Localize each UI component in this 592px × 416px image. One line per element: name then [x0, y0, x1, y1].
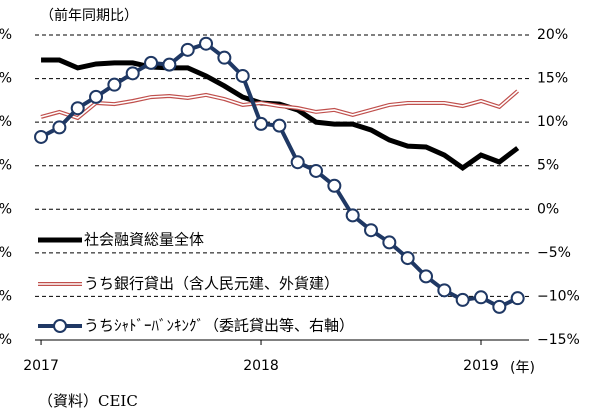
marker	[382, 235, 397, 250]
marker	[199, 36, 214, 51]
legend-label: 社会融資総量全体	[84, 231, 204, 249]
marker	[52, 120, 67, 135]
marker	[364, 223, 379, 238]
y2-tick-label: −15%	[537, 332, 580, 348]
y-tick-label: 10%	[0, 158, 12, 174]
marker	[254, 116, 269, 131]
y-tick-label: 2%	[0, 332, 12, 348]
y-tick-label: 16%	[0, 27, 12, 43]
x-tick-label: 2017	[23, 358, 59, 374]
marker	[492, 299, 507, 314]
chart-title: （前年同期比）	[40, 7, 138, 24]
y2-tick-label: 0%	[537, 201, 559, 217]
marker	[345, 208, 360, 223]
y-tick-label: 4%	[0, 288, 12, 304]
marker	[125, 66, 140, 81]
marker	[217, 50, 232, 65]
y-tick-label: 8%	[0, 201, 12, 217]
y2-tick-label: −10%	[537, 288, 580, 304]
y-tick-label: 6%	[0, 245, 12, 261]
y2-tick-label: −5%	[537, 245, 571, 261]
legend-label: うちｼｬﾄﾞｰﾊﾞﾝｷﾝｸﾞ（委託貸出等、右軸）	[84, 317, 354, 335]
marker	[70, 101, 85, 116]
y-tick-label: 14%	[0, 71, 12, 87]
marker	[474, 290, 489, 305]
x-tick-label: 2019	[463, 358, 499, 374]
marker	[290, 155, 305, 170]
marker	[437, 283, 452, 298]
x-tick-label: 2018	[243, 358, 279, 374]
y-tick-label: 12%	[0, 114, 12, 130]
marker	[180, 42, 195, 57]
marker	[144, 55, 159, 70]
marker	[400, 251, 415, 266]
marker	[510, 291, 525, 306]
marker	[107, 77, 122, 92]
series-line	[41, 57, 520, 171]
marker	[34, 129, 49, 144]
marker	[327, 178, 342, 193]
marker	[272, 118, 287, 133]
legend-label: うち銀行貸出（含人民元建、外貨建）	[84, 275, 339, 293]
marker	[162, 57, 177, 72]
marker	[89, 89, 104, 104]
x-unit-label: (年)	[510, 360, 535, 376]
y2-tick-label: 5%	[537, 158, 559, 174]
y2-tick-label: 15%	[537, 71, 568, 87]
y2-tick-label: 20%	[537, 27, 568, 43]
marker	[309, 163, 324, 178]
y2-tick-label: 10%	[537, 114, 568, 130]
marker	[419, 269, 434, 284]
source-note: （資料）CEIC	[38, 392, 138, 410]
legend-marker	[53, 319, 67, 333]
series-line-inner	[40, 90, 519, 119]
marker	[455, 292, 470, 307]
marker	[235, 68, 250, 83]
